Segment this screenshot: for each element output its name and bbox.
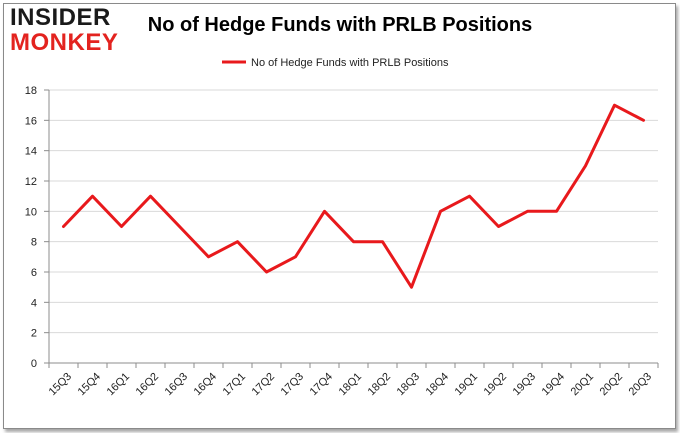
x-tick-label: 15Q4 — [76, 371, 104, 399]
x-tick-labels: 15Q3 15Q4 16Q1 16Q2 16Q3 16Q4 17Q1 17Q2 17Q3 17Q4… — [47, 363, 659, 399]
data-point — [642, 119, 645, 122]
x-tick-label: 17Q3 — [279, 371, 307, 399]
y-tick-label: 18 — [25, 85, 37, 97]
data-point — [497, 225, 500, 228]
data-point — [207, 255, 210, 259]
y-tick-label: 6 — [31, 267, 37, 279]
data-point — [555, 210, 558, 213]
y-tick-labels: 0 2 4 6 8 10 12 14 16 18 — [25, 85, 49, 370]
x-tick-label: 17Q1 — [221, 371, 249, 399]
data-point — [265, 270, 268, 274]
chart-title: No of Hedge Funds with PRLB Positions — [147, 14, 533, 36]
y-tick-label: 14 — [25, 146, 37, 158]
data-point — [236, 240, 239, 243]
data-point — [526, 210, 529, 213]
data-point — [613, 103, 616, 107]
x-tick-label: 18Q1 — [337, 371, 365, 399]
data-point — [120, 225, 123, 228]
x-tick-label: 17Q4 — [308, 371, 336, 399]
x-tick-label: 19Q3 — [511, 371, 539, 399]
x-tick-label: 18Q2 — [366, 371, 394, 399]
x-tick-label: 17Q2 — [250, 371, 278, 399]
data-point — [178, 225, 181, 228]
x-tick-label: 20Q3 — [627, 371, 655, 399]
x-tick-label: 18Q4 — [424, 371, 452, 399]
x-tick-label: 19Q4 — [540, 371, 568, 399]
data-point — [584, 164, 587, 168]
data-point — [294, 255, 297, 259]
y-tick-label: 0 — [31, 358, 37, 370]
data-point — [439, 210, 442, 213]
x-tick-label: 16Q3 — [163, 371, 191, 399]
x-tick-label: 19Q1 — [453, 371, 481, 399]
gridlines — [49, 89, 658, 334]
data-point — [149, 194, 152, 198]
x-tick-label: 16Q1 — [105, 371, 133, 399]
y-tick-label: 16 — [25, 115, 37, 127]
legend-label: No of Hedge Funds with PRLB Positions — [251, 57, 449, 69]
logo-line-insider: INSIDER — [10, 4, 111, 31]
y-tick-label: 4 — [31, 297, 37, 309]
y-tick-label: 8 — [31, 237, 37, 249]
x-tick-label: 19Q2 — [482, 371, 510, 399]
data-point — [468, 194, 471, 198]
chart-frame — [3, 3, 676, 429]
data-point — [381, 240, 384, 243]
x-tick-label: 18Q3 — [395, 371, 423, 399]
y-tick-label: 12 — [25, 176, 37, 188]
insider-monkey-logo: INSIDER MONKEY — [10, 6, 128, 56]
data-point — [323, 210, 326, 213]
logo-line-monkey: MONKEY — [10, 29, 119, 56]
x-tick-label: 20Q2 — [598, 371, 626, 399]
legend: No of Hedge Funds with PRLB Positions — [222, 57, 449, 69]
x-tick-label: 20Q1 — [569, 371, 597, 399]
data-point — [410, 285, 413, 289]
series-lines — [62, 103, 645, 289]
x-tick-label: 16Q4 — [192, 371, 220, 399]
data-point — [62, 225, 65, 228]
data-point — [91, 194, 94, 198]
axes — [48, 90, 658, 364]
x-tick-label: 16Q2 — [134, 371, 162, 399]
x-tick-label: 15Q3 — [47, 371, 75, 399]
y-tick-label: 10 — [25, 206, 37, 218]
data-point — [352, 240, 355, 243]
y-tick-label: 2 — [31, 328, 37, 340]
